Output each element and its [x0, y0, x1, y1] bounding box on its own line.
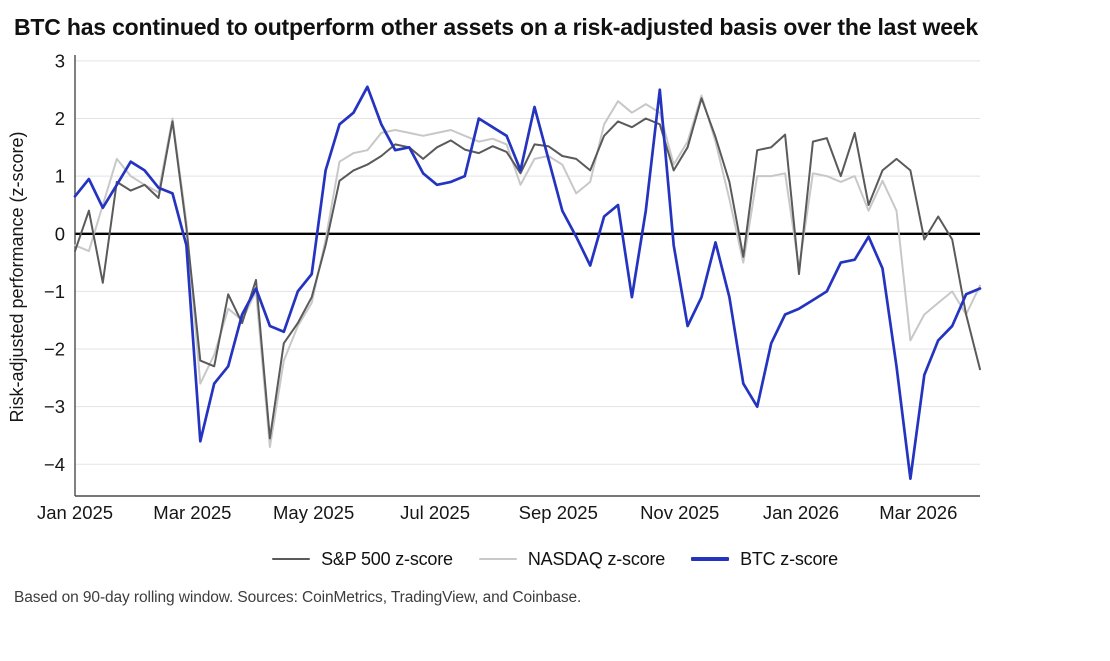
header: BTC has continued to outperform other as…: [0, 0, 1110, 46]
source-note: Based on 90-day rolling window. Sources:…: [14, 589, 582, 606]
x-tick-label: Jan 2026: [763, 502, 839, 523]
legend-label: NASDAQ z-score: [527, 548, 666, 569]
y-tick-label: 1: [55, 166, 65, 187]
chart: 3 2 1 0 −1 −2 −3 −4 Jan 2025 Mar 2025 May 2025 Jul …: [0, 46, 1110, 607]
chart-canvas: 3 2 1 0 −1 −2 −3 −4 Jan 2025 Mar 2025 May 2025 Jul …: [7, 50, 982, 523]
legend-item-btc-z-score: BTC z-score: [691, 549, 838, 570]
y-tick-label: −2: [44, 339, 65, 360]
legend-item-s-p-500-z-score: S&P 500 z-score: [272, 549, 453, 570]
y-tick-label: −1: [44, 281, 65, 302]
y-tick-label: 3: [55, 50, 65, 71]
y-tick-label: −4: [44, 454, 65, 475]
x-tick-label: Jan 2025: [37, 502, 113, 523]
y-axis-title: Risk-adjusted performance (z-score): [7, 131, 27, 422]
series-line-btc-z-score: [73, 85, 982, 481]
y-tick-label: 0: [55, 223, 65, 244]
series-line-s-p-500-z-score: [74, 97, 981, 440]
x-tick-label: Jul 2025: [400, 502, 470, 523]
x-tick-label: Mar 2025: [153, 502, 231, 523]
x-tick-label: Mar 2026: [879, 502, 957, 523]
x-tick-label: Nov 2025: [640, 502, 719, 523]
legend-swatch-s-p-500-z-score: [272, 557, 311, 561]
legend-label: S&P 500 z-score: [321, 548, 453, 569]
legend-swatch-nasdaq-z-score: [478, 557, 517, 561]
chart-legend: S&P 500 z-score NASDAQ z-score BTC z-score: [0, 547, 1110, 571]
series-line-nasdaq-z-score: [74, 94, 981, 448]
page-title: BTC has continued to outperform other as…: [14, 14, 978, 40]
y-tick-label: −3: [44, 396, 65, 417]
legend-swatch-btc-z-score: [691, 557, 730, 561]
y-tick-label: 2: [55, 108, 65, 129]
x-tick-label: Sep 2025: [519, 502, 598, 523]
legend-label: BTC z-score: [740, 548, 838, 569]
x-tick-label: May 2025: [273, 502, 354, 523]
legend-item-nasdaq-z-score: NASDAQ z-score: [478, 548, 666, 570]
